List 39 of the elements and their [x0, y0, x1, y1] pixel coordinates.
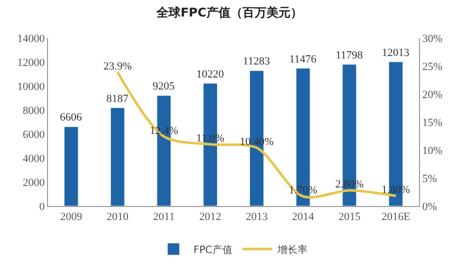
x-tick-label: 2009 [60, 211, 83, 224]
x-tick-label: 2012 [199, 211, 222, 224]
x-tick-label: 2013 [246, 211, 268, 224]
data-label: 8187 [106, 92, 129, 105]
y-tick-label: 6000 [22, 128, 46, 141]
data-label: 6606 [60, 112, 82, 124]
data-label: 10220 [196, 68, 224, 80]
y2-tick-label: 10% [422, 144, 442, 157]
y2-tick-label: 30% [422, 32, 442, 45]
data-label: 11476 [289, 53, 317, 66]
y2-tick-label: 5% [422, 172, 437, 185]
chart-title: 全球FPC产值（百万美元） [156, 6, 302, 20]
y-tick-label: 8000 [22, 104, 46, 117]
data-label: 11.0% [196, 132, 224, 145]
data-label: 9205 [152, 80, 176, 93]
legend-label: 增长率 [276, 244, 308, 256]
y-tick-label: 0 [39, 200, 46, 213]
data-label: 23.9% [103, 60, 132, 72]
y2-tick-label: 0% [422, 200, 437, 213]
y-tick-label: 12000 [17, 56, 46, 69]
data-label: 11283 [242, 56, 270, 68]
legend-label: FPC产值 [194, 244, 232, 256]
y-tick-label: 14000 [17, 32, 46, 45]
data-label: 12013 [382, 46, 410, 59]
y2-tick-label: 15% [422, 116, 442, 129]
y-tick-label: 10000 [17, 80, 46, 93]
bar [64, 126, 78, 206]
y-tick-label: 2000 [22, 176, 46, 189]
y-tick-label: 4000 [22, 152, 46, 165]
y2-tick-label: 25% [422, 60, 442, 73]
x-tick-label: 2014 [292, 211, 315, 224]
y2-tick-label: 20% [422, 88, 442, 101]
x-tick-label: 2010 [106, 211, 130, 224]
x-tick-label: 2016E [381, 211, 410, 224]
data-label: 1.80% [382, 184, 410, 196]
data-label: 11798 [336, 49, 364, 62]
x-tick-label: 2011 [153, 211, 175, 224]
bar [110, 108, 125, 206]
x-tick-label: 2015 [338, 211, 361, 224]
